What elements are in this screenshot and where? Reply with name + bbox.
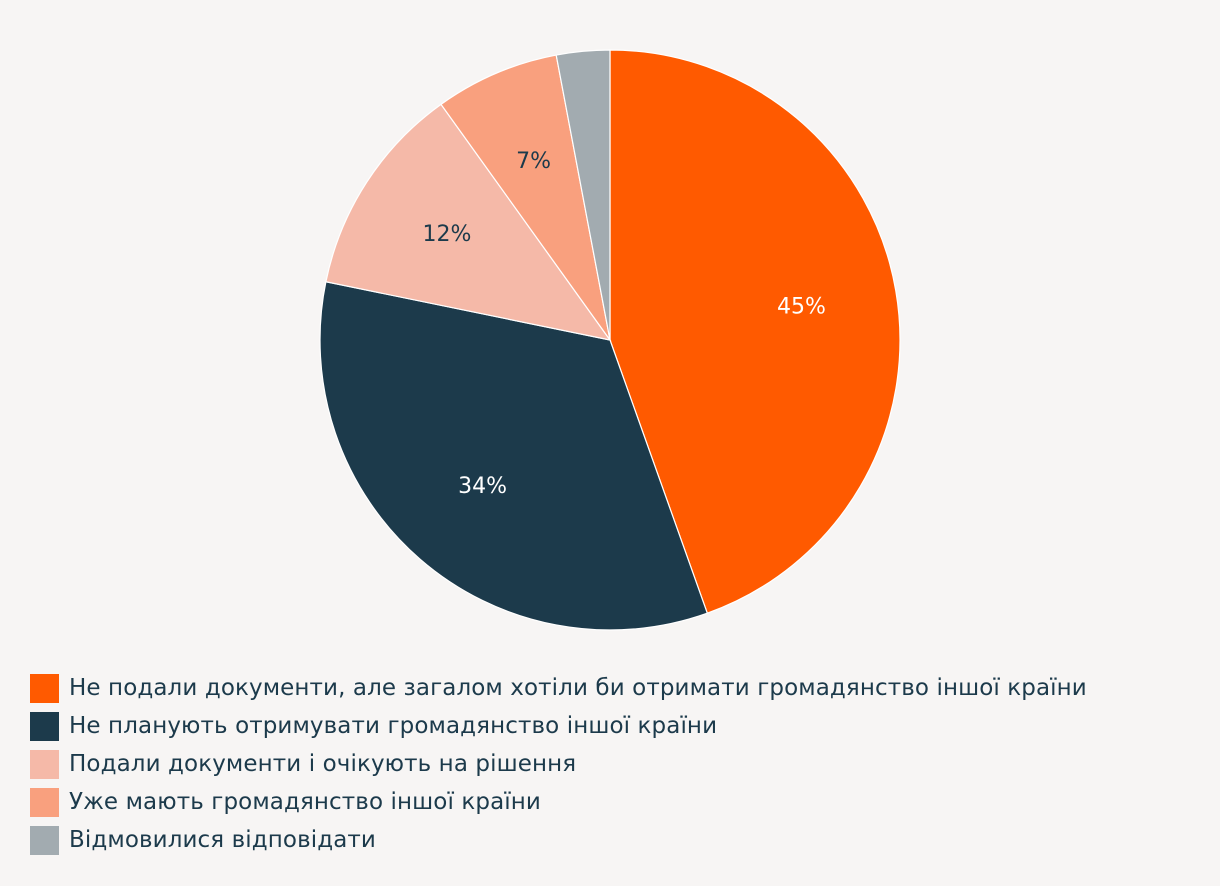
legend-label: Не планують отримувати громадянство іншо…	[69, 713, 718, 739]
legend-swatch	[30, 787, 59, 817]
legend-label: Подали документи і очікують на рішення	[69, 751, 577, 777]
pie-slice-3	[325, 103, 612, 341]
pie-slice-labels: 45% 34% 12% 7%	[423, 149, 826, 499]
legend-label: Відмовилися відповідати	[69, 827, 376, 853]
legend-label: Уже мають громадянство іншої країни	[69, 789, 541, 815]
legend-swatch	[30, 825, 59, 855]
pie-slice-label-3: 12%	[423, 222, 472, 247]
pie-slice-5	[555, 49, 611, 341]
legend-swatch	[30, 749, 59, 779]
legend-item-1: Не подали документи, але загалом хотіли …	[30, 669, 1087, 707]
pie-slice-4	[440, 54, 611, 341]
pie-chart: 45% 34% 12% 7%	[319, 49, 901, 631]
pie-slice-2	[319, 281, 709, 631]
pie-slice-1	[609, 49, 901, 614]
legend-item-4: Уже мають громадянство іншої країни	[30, 783, 1087, 821]
legend-label: Не подали документи, але загалом хотіли …	[69, 675, 1087, 701]
legend-item-2: Не планують отримувати громадянство іншо…	[30, 707, 1087, 745]
pie-slice-label-2: 34%	[458, 474, 507, 499]
legend-item-5: Відмовилися відповідати	[30, 821, 1087, 859]
pie-slices	[319, 49, 901, 631]
pie-slice-label-4: 7%	[516, 149, 551, 174]
legend-swatch	[30, 673, 59, 703]
chart-legend: Не подали документи, але загалом хотіли …	[30, 669, 1087, 859]
pie-slice-label-1: 45%	[777, 294, 826, 319]
legend-item-3: Подали документи і очікують на рішення	[30, 745, 1087, 783]
legend-swatch	[30, 711, 59, 741]
